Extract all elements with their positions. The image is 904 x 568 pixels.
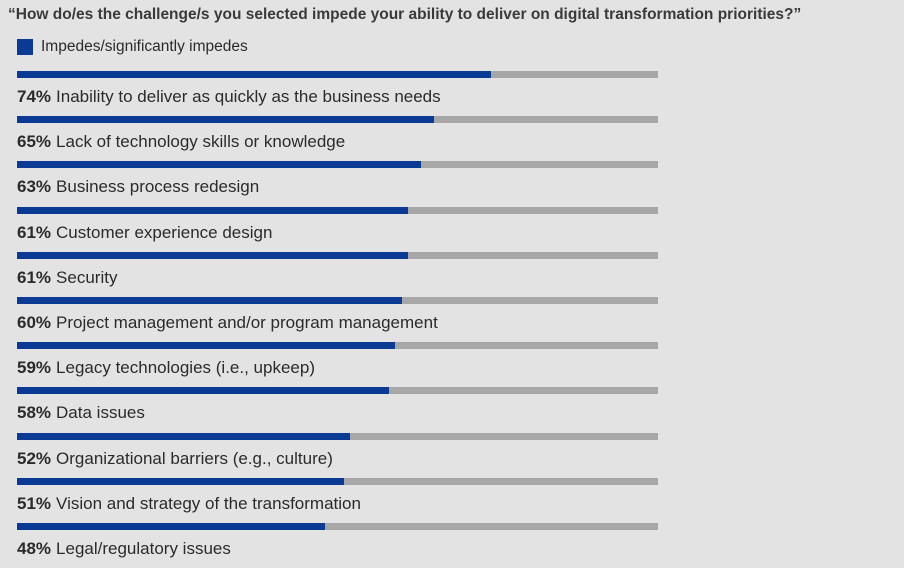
bar-label: 52% Organizational barriers (e.g., cultur… — [17, 449, 333, 469]
bar-row: 63% Business process redesign — [17, 161, 658, 206]
value-label: 52% — [17, 448, 52, 468]
bar-track — [17, 116, 658, 124]
bar-track — [17, 161, 658, 169]
bar — [17, 251, 408, 259]
value-label: 58% — [17, 403, 52, 423]
category-label: Project management and/or program manage… — [56, 313, 438, 332]
bar-track — [17, 206, 658, 214]
category-label: Legal/regulatory issues — [56, 539, 231, 558]
bar — [17, 477, 344, 485]
value-label: 63% — [17, 177, 52, 197]
category-label: Legacy technologies (i.e., upkeep) — [56, 358, 315, 378]
legend: Impedes/significantly impedes — [17, 38, 248, 56]
bar — [17, 387, 389, 395]
bar — [17, 432, 351, 440]
bar-row: 48% Legal/regulatory issues — [17, 523, 658, 568]
bar — [17, 116, 434, 124]
category-label: Inability to deliver as quickly as the b… — [56, 87, 441, 106]
bar — [17, 71, 492, 78]
bar — [17, 523, 325, 530]
bar-track — [17, 387, 658, 395]
value-label: 74% — [17, 87, 52, 106]
bar-label: 48% Legal/regulatory issues — [17, 539, 231, 559]
bar-label: 59% Legacy technologies (i.e., upkeep) — [17, 358, 315, 378]
bar-label: 63% Business process redesign — [17, 177, 259, 197]
bar-track — [17, 297, 658, 304]
bar-row: 61% Customer experience design — [17, 206, 658, 252]
value-label: 48% — [17, 539, 52, 558]
bar-row: 61% Security — [17, 251, 658, 297]
bar-row: 52% Organizational barriers (e.g., cultur… — [17, 432, 658, 478]
category-label: Vision and strategy of the transformatio… — [56, 493, 361, 513]
bar-row: 74% Inability to deliver as quickly as th… — [17, 71, 658, 116]
category-label: Organizational barriers (e.g., culture) — [56, 448, 333, 468]
bar-track — [17, 523, 658, 530]
bar-label: 65% Lack of technology skills or knowledg… — [17, 132, 345, 152]
bar-label: 58% Data issues — [17, 403, 145, 423]
bar-label: 51% Vision and strategy of the transforma… — [17, 494, 361, 514]
bar — [17, 297, 402, 304]
chart-title: “How do/es the challenge/s you selected … — [8, 6, 802, 23]
bar-track — [17, 342, 658, 350]
value-label: 51% — [17, 493, 52, 513]
bar-row: 60% Project management and/or program man… — [17, 297, 658, 342]
value-label: 60% — [17, 313, 52, 332]
category-label: Customer experience design — [56, 222, 273, 242]
bar-track — [17, 251, 658, 259]
category-label: Business process redesign — [56, 177, 260, 197]
bar-label: 74% Inability to deliver as quickly as th… — [17, 87, 441, 107]
category-label: Security — [56, 267, 118, 287]
category-label: Data issues — [56, 403, 145, 423]
bar — [17, 161, 421, 169]
value-label: 59% — [17, 358, 52, 378]
category-label: Lack of technology skills or knowledge — [56, 132, 346, 152]
value-label: 65% — [17, 132, 52, 152]
bar-label: 61% Customer experience design — [17, 223, 272, 243]
value-label: 61% — [17, 267, 52, 287]
legend-label: Impedes/significantly impedes — [41, 38, 248, 55]
bar-row: 65% Lack of technology skills or knowledg… — [17, 116, 658, 161]
bar-row: 51% Vision and strategy of the transforma… — [17, 477, 658, 523]
bar — [17, 342, 396, 350]
legend-swatch — [17, 39, 33, 55]
value-label: 61% — [17, 222, 52, 242]
bar-label: 61% Security — [17, 268, 117, 288]
bar-track — [17, 477, 658, 485]
bar-row: 59% Legacy technologies (i.e., upkeep) — [17, 342, 658, 387]
bar — [17, 206, 408, 214]
bar-track — [17, 71, 658, 78]
bar-track — [17, 432, 658, 440]
bar-row: 58% Data issues — [17, 387, 658, 432]
bar-label: 60% Project management and/or program man… — [17, 313, 438, 333]
